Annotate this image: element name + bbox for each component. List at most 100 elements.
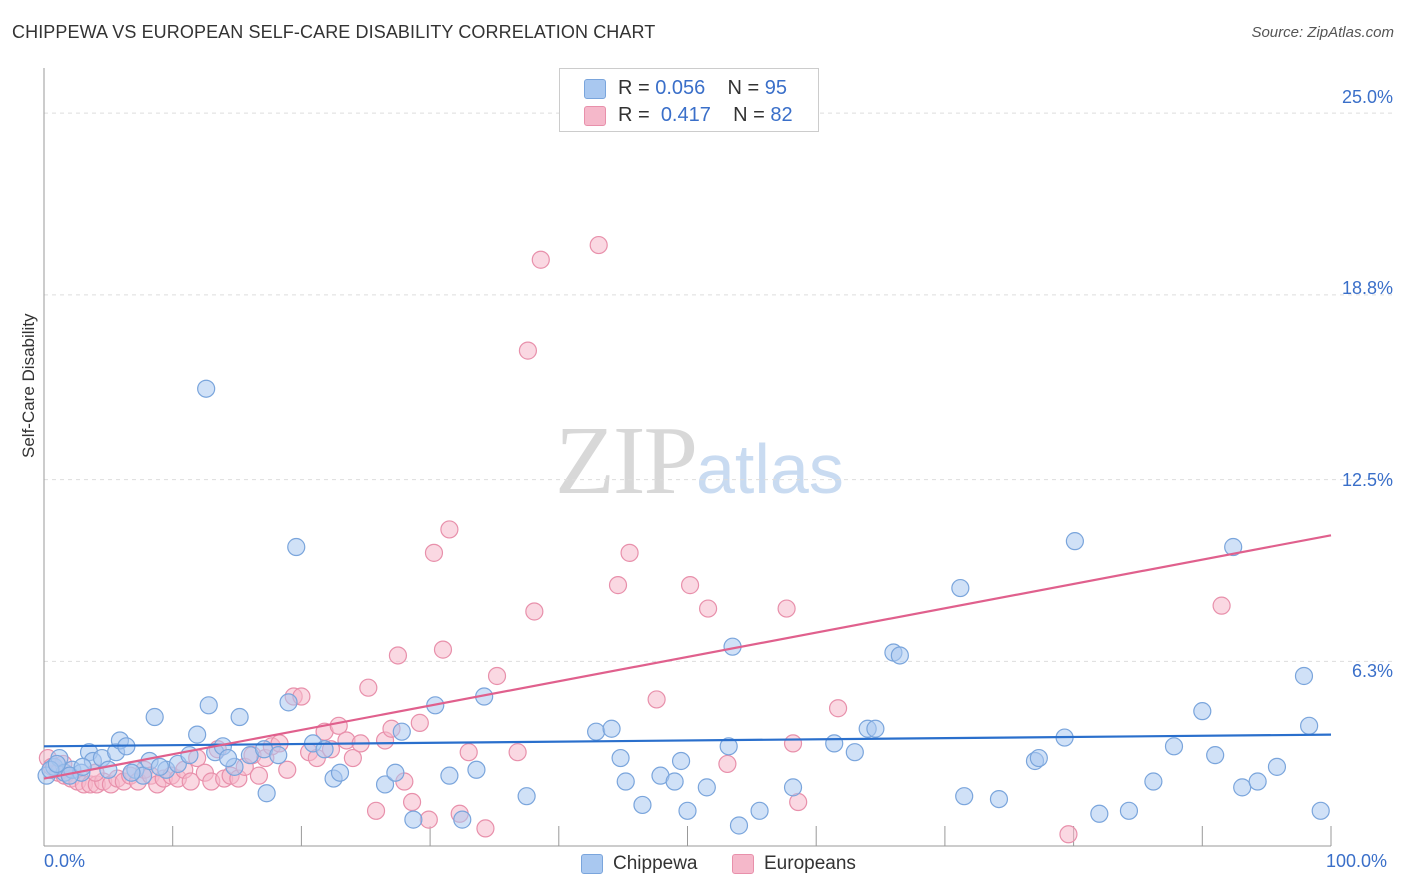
data-point <box>279 693 298 712</box>
data-point <box>508 743 527 762</box>
watermark-zip: ZIP <box>555 407 698 515</box>
y-axis-label: Self-Care Disability <box>19 313 38 458</box>
data-point <box>440 520 459 539</box>
data-point <box>388 646 408 665</box>
data-point <box>1065 532 1084 551</box>
data-point <box>145 707 164 727</box>
data-point <box>440 766 459 785</box>
data-point <box>199 696 218 715</box>
data-point <box>1233 778 1252 797</box>
data-point <box>531 250 550 269</box>
data-point <box>1300 716 1319 735</box>
data-point <box>951 578 970 598</box>
data-point <box>1212 596 1231 615</box>
data-point <box>1206 746 1225 765</box>
data-point <box>750 801 769 820</box>
legend-item-label: Europeans <box>764 853 856 874</box>
data-point <box>611 748 630 768</box>
data-point <box>278 760 297 779</box>
data-point <box>671 751 691 771</box>
data-point <box>487 666 507 686</box>
europeans-swatch <box>584 106 606 126</box>
data-point <box>589 235 608 255</box>
data-point <box>989 789 1009 809</box>
chippewa-swatch <box>584 79 606 99</box>
data-point <box>433 640 453 659</box>
watermark: ZIPatlas <box>555 405 844 517</box>
data-point <box>955 787 974 806</box>
data-point <box>697 778 716 797</box>
y-tick-label: 6.3% <box>1351 661 1393 681</box>
data-point <box>866 719 885 738</box>
data-point <box>845 743 864 762</box>
data-point <box>718 754 737 774</box>
data-point <box>620 543 639 562</box>
data-point <box>1267 757 1287 776</box>
chart-title: CHIPPEWA VS EUROPEAN SELF-CARE DISABILIT… <box>12 22 656 42</box>
r-label: R = <box>618 77 656 99</box>
series-legend: Chippewa Europeans <box>0 852 1406 878</box>
data-point <box>402 792 422 812</box>
legend-item-label: Chippewa <box>613 853 698 874</box>
n-label: N = <box>727 77 765 99</box>
data-point <box>315 740 334 759</box>
correlation-legend: R = 0.056 N = 95 R = 0.417 N = 82 <box>559 68 819 132</box>
data-point <box>181 772 200 791</box>
data-point <box>1164 737 1184 756</box>
data-point <box>392 722 411 741</box>
data-point <box>525 602 544 621</box>
data-point <box>410 713 429 732</box>
r-value: 0.417 <box>660 104 711 126</box>
data-point <box>188 725 207 744</box>
trend-lines <box>43 534 1332 780</box>
trend-line <box>43 534 1332 780</box>
data-point <box>825 734 844 753</box>
data-point <box>150 757 169 776</box>
data-point <box>616 772 635 791</box>
y-tick-label: 12.5% <box>1341 470 1393 490</box>
data-point <box>404 810 423 829</box>
y-tick-label: 25.0% <box>1341 87 1393 107</box>
y-tick-label: 18.8% <box>1341 278 1393 298</box>
data-point <box>249 766 269 785</box>
data-point <box>269 746 288 765</box>
r-label: R = <box>618 104 656 126</box>
data-point <box>1059 825 1078 844</box>
data-point <box>1090 804 1109 823</box>
data-point <box>1119 801 1139 820</box>
data-point <box>419 810 438 829</box>
data-point <box>1294 666 1314 686</box>
data-point <box>424 543 444 562</box>
axes <box>43 68 1332 847</box>
data-point <box>1144 772 1163 791</box>
europeans-swatch <box>732 854 754 874</box>
data-point <box>47 754 66 774</box>
data-point <box>665 772 684 791</box>
n-value: 82 <box>770 104 793 126</box>
data-point <box>1029 748 1048 768</box>
data-point <box>459 743 478 762</box>
chippewa-swatch <box>581 854 603 874</box>
data-point <box>777 599 796 618</box>
data-point <box>343 748 362 768</box>
legend-text: R = 0.417 N = 82 <box>618 104 793 127</box>
data-point <box>476 819 495 838</box>
data-point <box>647 690 666 709</box>
data-point <box>230 707 249 727</box>
data-point <box>719 737 738 756</box>
n-value: 95 <box>764 77 788 99</box>
data-point <box>633 795 652 815</box>
data-point <box>359 678 378 697</box>
data-point <box>218 748 238 768</box>
trend-line <box>43 733 1332 748</box>
n-label: N = <box>733 104 771 126</box>
data-point <box>518 341 538 360</box>
data-point <box>890 646 909 665</box>
data-point <box>1224 537 1243 557</box>
data-point <box>1311 801 1330 820</box>
data-point <box>197 379 216 398</box>
data-point <box>330 763 350 782</box>
data-point <box>1193 702 1212 721</box>
data-point <box>366 801 386 820</box>
